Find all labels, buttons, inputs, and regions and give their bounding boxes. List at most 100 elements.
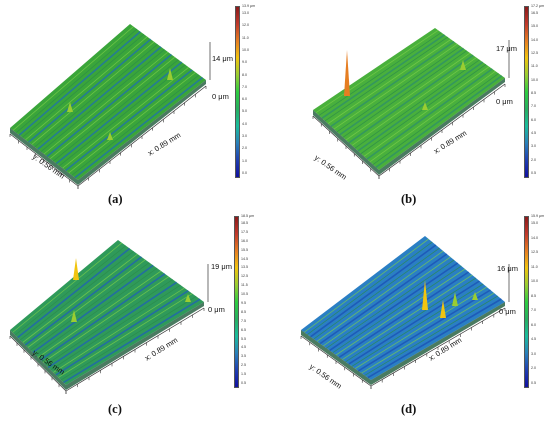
surface-groove bbox=[55, 61, 183, 165]
colorbar-tick-label: 10.0 bbox=[531, 77, 538, 82]
surface-groove bbox=[361, 292, 495, 374]
colorbar-ticks: 15.0 14.0 12.5 11.0 10.0 8.5 7.0 6.0 4.5 3.0 2.0 0.… bbox=[531, 221, 549, 388]
colorbar-tick-label: 10.0 bbox=[242, 47, 249, 52]
z-max-label: 17 μm bbox=[496, 44, 517, 53]
surface-groove bbox=[310, 244, 437, 338]
surface-groove bbox=[40, 273, 166, 361]
colorbar-tick-label: 10.0 bbox=[531, 279, 538, 284]
colorbar-tick-label: 15.0 bbox=[531, 24, 538, 29]
z-max-label: 16 μm bbox=[497, 264, 518, 273]
surface-groove bbox=[12, 242, 123, 333]
surface-groove bbox=[366, 68, 493, 160]
surface-groove bbox=[55, 290, 189, 376]
surface-groove bbox=[18, 31, 141, 136]
colorbar-tick-label: 8.5 bbox=[531, 293, 536, 298]
colorbar-tick-label: 2.0 bbox=[531, 366, 536, 371]
surface-groove bbox=[40, 49, 165, 152]
surface-groove bbox=[17, 247, 131, 339]
surface-groove bbox=[345, 52, 471, 141]
surface-groove bbox=[303, 238, 429, 333]
surface-groove bbox=[45, 279, 173, 366]
surface-groove bbox=[324, 36, 448, 122]
colorbar-tick-label: 1.0 bbox=[242, 158, 247, 163]
surface-groove bbox=[351, 283, 484, 367]
surface-groove bbox=[63, 298, 201, 384]
surface-groove bbox=[37, 270, 162, 358]
surface-groove bbox=[49, 56, 176, 160]
colorbar-tick-label: 12.0 bbox=[242, 23, 249, 28]
surface-groove bbox=[333, 43, 458, 130]
surface-groove bbox=[47, 281, 178, 369]
surface-groove bbox=[34, 44, 158, 148]
colorbar-tick-label: 2.0 bbox=[242, 146, 247, 151]
colorbar-tick-label: 3.0 bbox=[531, 351, 536, 356]
panel-caption: (b) bbox=[401, 192, 417, 206]
surface-groove bbox=[321, 34, 445, 119]
colorbar-tick-label: 8.0 bbox=[242, 72, 247, 77]
surface-groove bbox=[307, 241, 433, 335]
colorbar-tick-label: 13.5 bbox=[241, 265, 248, 270]
panel-caption: (c) bbox=[108, 402, 122, 416]
colorbar-tick-label: 7.0 bbox=[242, 84, 247, 89]
colorbar-tick-label: 5.0 bbox=[242, 109, 247, 114]
surface-groove bbox=[62, 66, 189, 169]
surface-face bbox=[10, 240, 204, 385]
surface-groove bbox=[372, 73, 499, 165]
colorbar-tick-label: 15.0 bbox=[531, 221, 538, 225]
colorbar-tick-label: 0.0 bbox=[242, 171, 247, 175]
panel-d: 16 μm 0 μm x: 0.89 mm y: 0.56 mm 15.9 μm… bbox=[275, 210, 550, 421]
colorbar-tick-label: 15.5 bbox=[241, 247, 248, 252]
surface-groove bbox=[348, 54, 474, 144]
surface-groove bbox=[58, 293, 193, 378]
colorbar-tick-label: 6.0 bbox=[242, 97, 247, 102]
surface-groove bbox=[42, 276, 170, 363]
surface-groove bbox=[32, 264, 154, 354]
z-zero-label: 0 μm bbox=[212, 92, 229, 101]
surface-peak bbox=[422, 102, 428, 110]
z-zero-label: 0 μm bbox=[208, 305, 225, 314]
surface-peak bbox=[472, 292, 478, 300]
colorbar bbox=[234, 216, 239, 388]
surface-plot-a bbox=[9, 24, 211, 189]
colorbar-tick-label: 17.5 bbox=[241, 229, 248, 234]
surface-groove bbox=[22, 33, 145, 138]
surface-peak bbox=[452, 292, 458, 306]
surface-groove bbox=[12, 26, 134, 131]
surface-groove bbox=[24, 256, 142, 346]
panel-b: 17 μm 0 μm x: 0.89 mm y: 0.56 mm 17.2 μm… bbox=[275, 0, 550, 210]
colorbar-ticks: 18.5 17.5 16.0 15.5 14.5 13.5 12.5 11.5 10.5 9.5 8… bbox=[241, 221, 271, 388]
surface-groove bbox=[35, 267, 158, 356]
colorbar-tick-label: 16.0 bbox=[241, 238, 248, 243]
colorbar-tick-label: 14.5 bbox=[241, 256, 248, 261]
surface-groove bbox=[369, 70, 496, 163]
surface-groove bbox=[354, 286, 488, 369]
colorbar-top-label: 17.2 μm bbox=[531, 4, 545, 8]
colorbar-tick-label: 1.5 bbox=[241, 372, 246, 377]
surface-plot-b bbox=[312, 28, 510, 179]
surface-groove bbox=[375, 75, 503, 168]
surface-peak bbox=[185, 294, 191, 302]
colorbar-tick-label: 8.5 bbox=[241, 309, 246, 314]
surface-groove bbox=[338, 271, 470, 358]
surface-groove bbox=[342, 274, 473, 360]
colorbar-tick-label: 11.0 bbox=[242, 35, 249, 40]
surface-groove bbox=[71, 74, 200, 176]
colorbar-tick-label: 2.5 bbox=[241, 363, 246, 368]
colorbar-tick-label: 0.5 bbox=[241, 381, 246, 385]
surface-groove bbox=[339, 47, 465, 136]
surface-groove bbox=[37, 46, 162, 150]
colorbar-tick-label: 11.0 bbox=[531, 264, 538, 269]
panel-caption: (a) bbox=[108, 192, 123, 206]
surface-peak bbox=[344, 50, 350, 96]
colorbar-tick-label: 14.0 bbox=[531, 235, 538, 240]
surface-groove bbox=[323, 256, 451, 347]
colorbar-tick-label: 3.5 bbox=[241, 354, 246, 359]
colorbar-tick-label: 7.0 bbox=[531, 104, 536, 109]
colorbar-tick-label: 7.5 bbox=[241, 318, 246, 323]
colorbar-tick-label: 9.0 bbox=[242, 60, 247, 65]
surface-groove bbox=[22, 253, 138, 343]
surface-groove bbox=[363, 66, 490, 157]
surface-plot-c bbox=[9, 240, 209, 394]
surface-groove bbox=[367, 298, 502, 379]
colorbar-tick-label: 6.0 bbox=[531, 117, 536, 122]
